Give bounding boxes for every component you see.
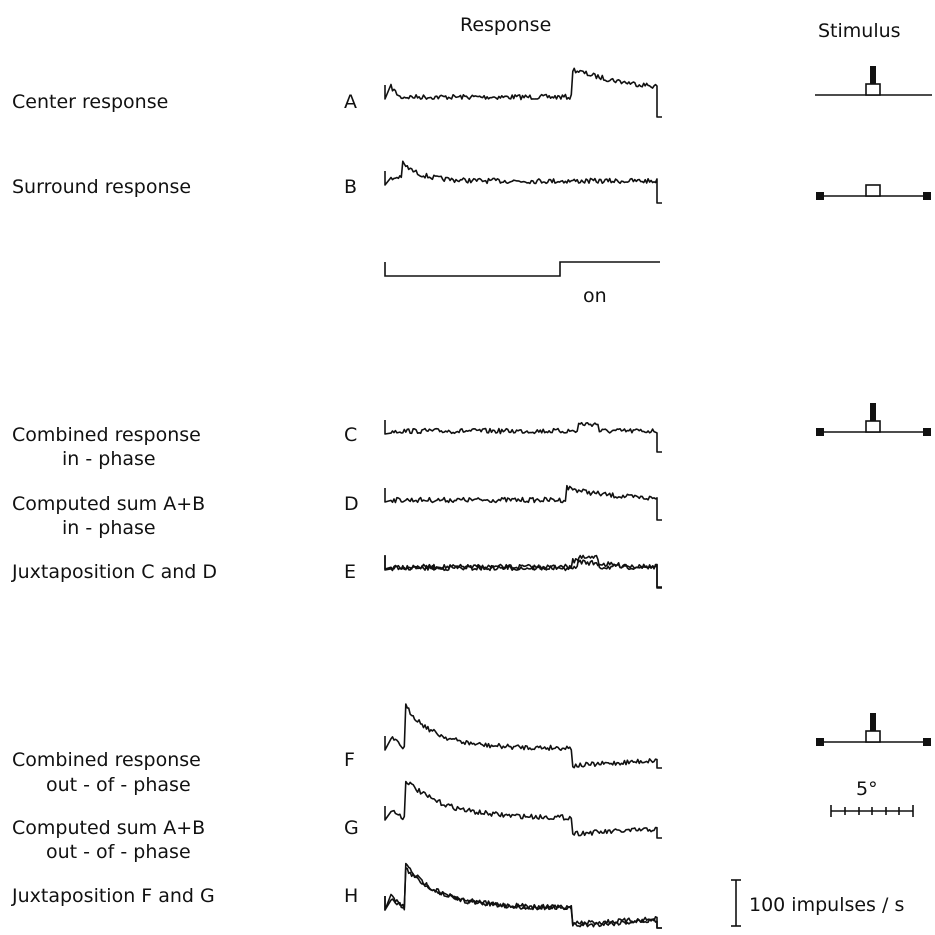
surround-left-marker xyxy=(816,738,824,746)
row-label-f-line1: Combined response xyxy=(12,749,201,771)
row-letter-e: E xyxy=(344,561,356,583)
trace-f xyxy=(384,703,662,769)
center-bar-marker xyxy=(870,403,876,421)
surround-right-marker xyxy=(923,192,931,200)
center-spot xyxy=(865,83,881,96)
row-label-d-line1: Computed sum A+B xyxy=(12,493,205,515)
stimulus-on-label: on xyxy=(583,285,607,307)
row-label-e: Juxtaposition C and D xyxy=(11,561,217,583)
stimulus-icon-combined-in-phase xyxy=(816,403,931,436)
rate-scale-label: 100 impulses / s xyxy=(749,894,904,916)
row-label-g-line2: out - of - phase xyxy=(46,841,191,863)
row-letter-d: D xyxy=(344,493,359,515)
center-bar-marker xyxy=(870,713,876,731)
row-label-h: Juxtaposition F and G xyxy=(11,885,215,907)
row-label-d-line2: in - phase xyxy=(62,517,156,539)
row-label-g-line1: Computed sum A+B xyxy=(12,817,205,839)
angle-scale-bar xyxy=(830,805,914,817)
row-letter-f: F xyxy=(344,749,355,771)
trace-a xyxy=(384,67,662,118)
trace-g xyxy=(384,780,662,839)
surround-right-marker xyxy=(923,428,931,436)
trace-c xyxy=(384,420,662,453)
row-label-f-line2: out - of - phase xyxy=(46,774,191,796)
surround-right-marker xyxy=(923,738,931,746)
trace-d xyxy=(384,484,662,521)
angle-scale-label: 5° xyxy=(856,778,878,800)
trace-e1 xyxy=(384,554,662,588)
row-label-a: Center response xyxy=(12,91,168,113)
stimulus-timing-line xyxy=(384,261,660,277)
center-spot xyxy=(865,420,881,433)
center-bar-marker xyxy=(870,66,876,84)
rate-scale-bar xyxy=(731,879,741,927)
trace-h1 xyxy=(384,862,662,929)
row-letter-a: A xyxy=(344,91,357,113)
trace-e2 xyxy=(384,556,662,589)
surround-left-marker xyxy=(816,428,824,436)
stimulus-column-header: Stimulus xyxy=(818,20,901,42)
row-label-c-line2: in - phase xyxy=(62,448,156,470)
trace-b xyxy=(384,160,662,204)
center-spot xyxy=(865,730,881,743)
stimulus-icon-center xyxy=(815,66,932,96)
row-label-b: Surround response xyxy=(12,176,191,198)
response-traces xyxy=(384,67,662,929)
trace-h2 xyxy=(384,867,662,929)
row-letter-b: B xyxy=(344,176,357,198)
surround-left-marker xyxy=(816,192,824,200)
stimulus-icon-combined-out-of-phase xyxy=(816,713,931,746)
response-column-header: Response xyxy=(460,14,551,36)
center-spot xyxy=(865,184,881,197)
row-letter-h: H xyxy=(344,885,358,907)
row-letter-c: C xyxy=(344,424,357,446)
stimulus-icon-surround xyxy=(816,184,931,200)
row-letter-g: G xyxy=(344,817,359,839)
row-label-c-line1: Combined response xyxy=(12,424,201,446)
